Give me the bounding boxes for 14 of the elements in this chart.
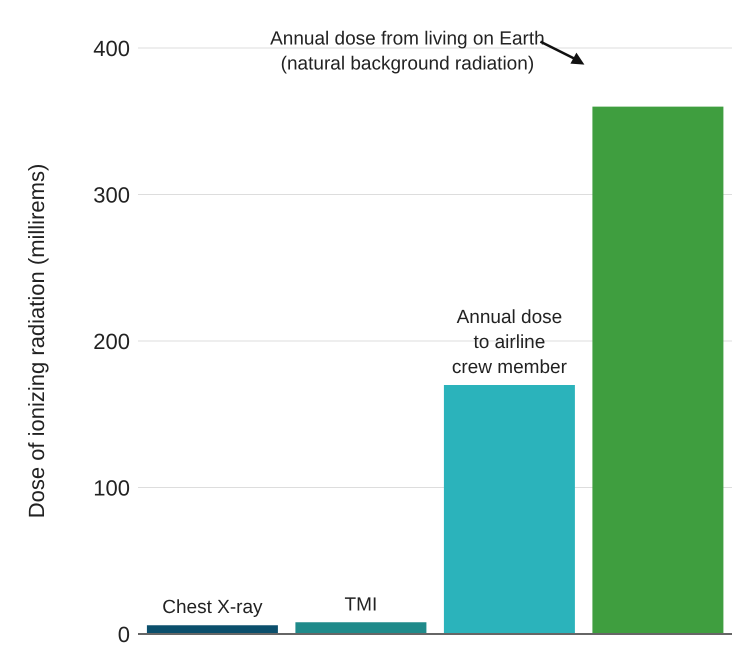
y-axis-title: Dose of ionizing radiation (millirems) [24, 164, 49, 518]
x-tick-label: Chest X-ray [162, 597, 264, 618]
annotation: Annual dose from living on Earth (natural background radiation) [270, 28, 545, 75]
x-tick-label: TMI [344, 594, 378, 616]
bar [592, 106, 724, 634]
bar [444, 384, 575, 634]
y-tick-label: 0 [118, 622, 130, 647]
y-tick-label: 400 [93, 36, 130, 61]
bar [295, 622, 426, 634]
x-tick-label: Annual dose to airline crew member [452, 306, 568, 378]
y-tick-label: 200 [93, 328, 130, 354]
y-tick-label: 300 [93, 182, 130, 208]
bar [146, 625, 278, 634]
y-tick-label: 100 [93, 475, 130, 500]
